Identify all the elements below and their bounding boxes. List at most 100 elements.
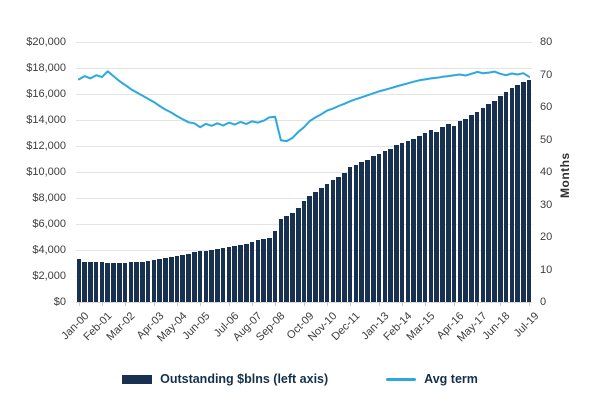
x-axis-tick bbox=[327, 302, 329, 306]
bar bbox=[353, 164, 359, 302]
bar bbox=[284, 216, 289, 302]
x-axis-tick bbox=[477, 302, 479, 306]
bar bbox=[88, 262, 93, 302]
x-axis-tick bbox=[500, 302, 502, 306]
x-axis-tick bbox=[350, 302, 352, 306]
bar bbox=[76, 259, 82, 302]
legend-label-outstanding: Outstanding $blns (left axis) bbox=[160, 372, 329, 386]
left-axis-tick-label: $6,000 bbox=[32, 218, 66, 230]
left-axis-tick-label: $14,000 bbox=[26, 114, 66, 126]
bar bbox=[272, 230, 278, 302]
bar bbox=[290, 212, 295, 302]
right-axis-title: Months bbox=[558, 152, 572, 198]
bar bbox=[267, 237, 272, 302]
bar bbox=[388, 148, 393, 302]
x-axis-tick bbox=[454, 302, 456, 306]
left-axis-tick-label: $10,000 bbox=[26, 166, 66, 178]
bar bbox=[238, 244, 243, 302]
bar bbox=[359, 162, 364, 302]
bar bbox=[480, 108, 486, 302]
bar bbox=[168, 257, 174, 302]
bar bbox=[342, 172, 347, 302]
left-axis-tick-label: $20,000 bbox=[26, 36, 66, 48]
bar bbox=[174, 255, 180, 302]
bar bbox=[261, 238, 266, 302]
left-axis-tick-label: $4,000 bbox=[32, 244, 66, 256]
bar bbox=[192, 252, 197, 302]
bar bbox=[417, 136, 422, 302]
x-axis-tick bbox=[177, 302, 178, 306]
bar bbox=[151, 260, 157, 302]
bar bbox=[382, 151, 388, 302]
gridline bbox=[76, 172, 532, 173]
bar bbox=[347, 167, 353, 302]
bar bbox=[469, 115, 474, 302]
legend-item-outstanding: Outstanding $blns (left axis) bbox=[122, 372, 328, 386]
left-axis-tick-label: $18,000 bbox=[26, 62, 66, 74]
line-series-avg-term bbox=[77, 70, 531, 143]
left-axis-tick-label: $8,000 bbox=[32, 192, 66, 204]
gridline bbox=[76, 42, 532, 43]
bar bbox=[145, 261, 151, 302]
line-swatch-icon bbox=[386, 377, 417, 381]
left-axis-tick-label: $16,000 bbox=[26, 88, 66, 100]
bar bbox=[117, 262, 122, 302]
bar bbox=[180, 254, 186, 302]
bar bbox=[99, 262, 105, 302]
x-axis-tick bbox=[529, 302, 531, 306]
bar bbox=[243, 243, 249, 302]
bar bbox=[434, 131, 440, 302]
bar bbox=[399, 142, 405, 302]
x-axis-tick bbox=[125, 302, 127, 306]
left-axis-tick-label: $2,000 bbox=[32, 270, 66, 282]
bar bbox=[515, 84, 520, 302]
bar bbox=[422, 133, 428, 302]
bar bbox=[521, 81, 526, 302]
bar bbox=[232, 246, 237, 302]
x-axis-tick bbox=[252, 302, 254, 306]
x-axis-tick bbox=[101, 302, 103, 306]
gridline bbox=[76, 94, 532, 95]
bar bbox=[249, 242, 255, 302]
bar bbox=[492, 100, 497, 302]
right-axis-tick-label: 60 bbox=[540, 101, 553, 113]
right-axis-tick-label: 80 bbox=[540, 36, 553, 48]
bar bbox=[301, 200, 307, 302]
bar bbox=[307, 196, 313, 302]
bar-swatch-icon bbox=[122, 374, 153, 384]
x-axis-tick bbox=[78, 302, 80, 306]
bar bbox=[497, 95, 503, 302]
gridline bbox=[76, 120, 532, 121]
legend-label-avg-term: Avg term bbox=[424, 372, 478, 386]
bar bbox=[405, 140, 411, 302]
x-axis-tick-label: Jul-19 bbox=[511, 310, 542, 340]
bar bbox=[215, 248, 220, 302]
bar bbox=[376, 153, 382, 302]
x-axis-tick bbox=[402, 302, 404, 306]
legend-item-avg-term: Avg term bbox=[386, 372, 478, 386]
plot-area bbox=[76, 42, 532, 303]
bar bbox=[509, 88, 515, 302]
bar bbox=[82, 261, 87, 302]
avg-term-line bbox=[77, 70, 531, 143]
bar bbox=[411, 138, 416, 302]
x-axis-tick bbox=[304, 302, 305, 306]
bar bbox=[203, 250, 209, 302]
bar bbox=[313, 192, 318, 302]
gridline bbox=[76, 68, 532, 69]
legend: Outstanding $blns (left axis) Avg term bbox=[0, 372, 600, 386]
left-axis-tick-label: $12,000 bbox=[26, 140, 66, 152]
bar bbox=[128, 262, 134, 302]
bar bbox=[209, 249, 214, 302]
bar bbox=[278, 218, 284, 302]
bar bbox=[255, 240, 261, 302]
bar bbox=[428, 130, 434, 302]
right-axis-tick-label: 50 bbox=[540, 133, 553, 146]
bar bbox=[446, 123, 451, 302]
bar bbox=[330, 180, 336, 302]
right-axis-tick-label: 70 bbox=[540, 68, 553, 81]
bar bbox=[336, 176, 341, 302]
x-axis-tick bbox=[153, 302, 155, 306]
right-axis-tick-label: 20 bbox=[540, 231, 553, 243]
bar bbox=[186, 253, 191, 302]
